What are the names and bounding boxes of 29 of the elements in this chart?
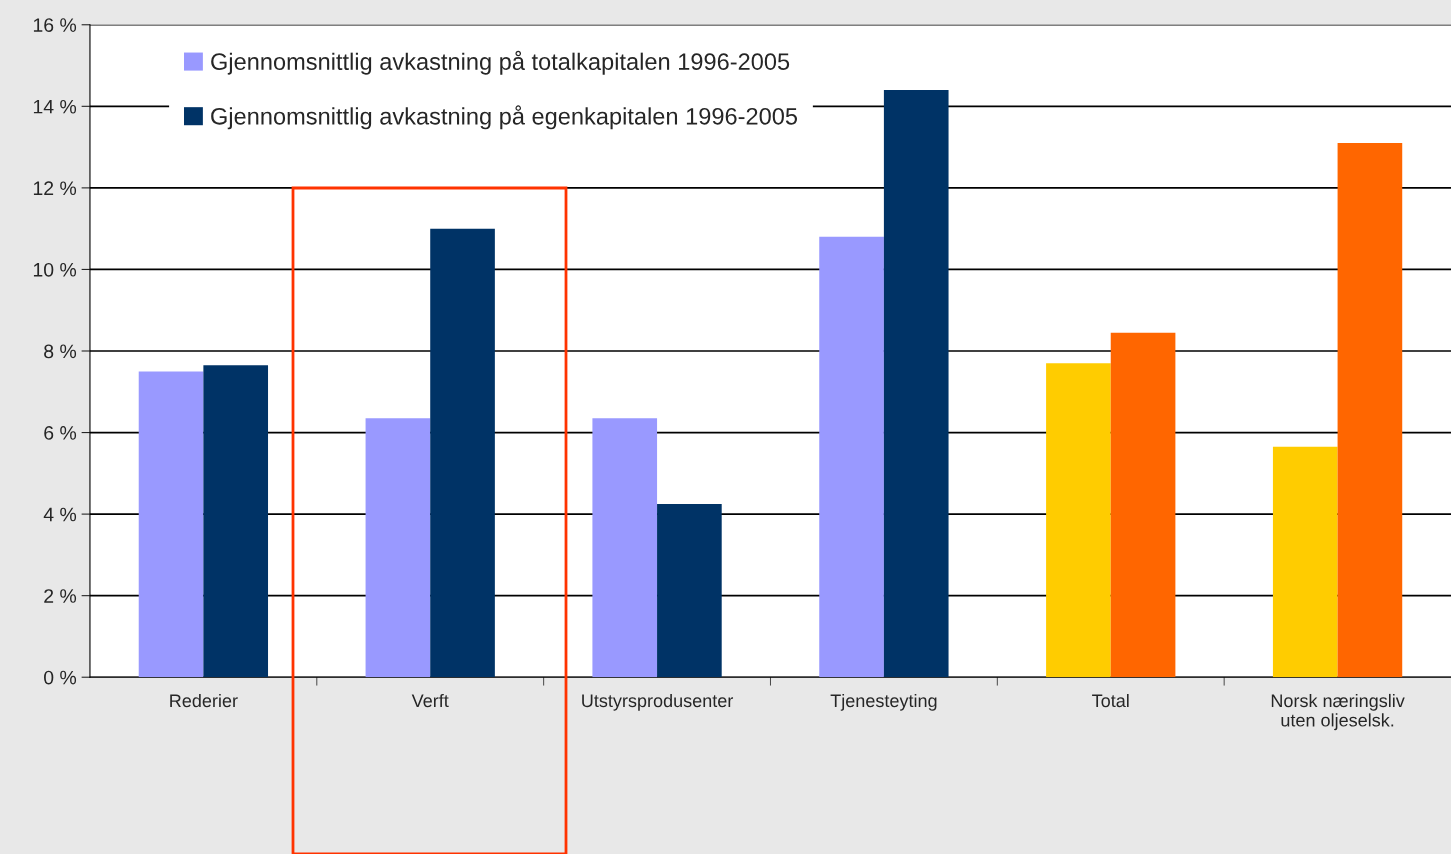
bar bbox=[365, 418, 431, 678]
x-tick-label: Utstyrsprodusenter bbox=[582, 693, 734, 711]
y-tick-label: 4 % bbox=[43, 507, 77, 522]
bar bbox=[592, 418, 658, 678]
y-tick-label: 0 % bbox=[44, 670, 77, 685]
bar bbox=[1272, 446, 1338, 678]
y-tick-label: 8 % bbox=[44, 344, 77, 359]
bar bbox=[1046, 363, 1111, 678]
y-tick-label: 14 % bbox=[33, 99, 77, 114]
bar bbox=[138, 371, 204, 678]
y-tick-label: 12 % bbox=[33, 181, 77, 196]
legend-label: Gjennomsnittlig avkastning på egenkapitalen 1996-2005 bbox=[211, 105, 798, 130]
y-tick-label: 6 % bbox=[44, 426, 77, 440]
bar bbox=[819, 236, 884, 678]
legend-label: Gjennomsnittlig avkastning på totalkapitalen 1996-2005 bbox=[211, 50, 790, 75]
y-tick-label: 2 % bbox=[44, 589, 77, 603]
bar bbox=[430, 228, 495, 678]
y-tick-label: 16 % bbox=[33, 18, 77, 32]
x-tick-label: Rederier bbox=[170, 693, 238, 708]
x-tick-label: Total bbox=[1092, 693, 1129, 708]
bar bbox=[883, 90, 949, 678]
x-tick-label: Verft bbox=[411, 693, 449, 708]
bar bbox=[203, 365, 269, 678]
x-tick-label: Norsk næringsliv uten oljeselsk. bbox=[1271, 693, 1405, 731]
bar bbox=[657, 503, 722, 678]
y-tick-label: 10 % bbox=[33, 262, 77, 277]
bar bbox=[1110, 332, 1176, 678]
bar bbox=[1337, 143, 1403, 678]
x-tick-label: Tjenesteyting bbox=[830, 693, 937, 711]
